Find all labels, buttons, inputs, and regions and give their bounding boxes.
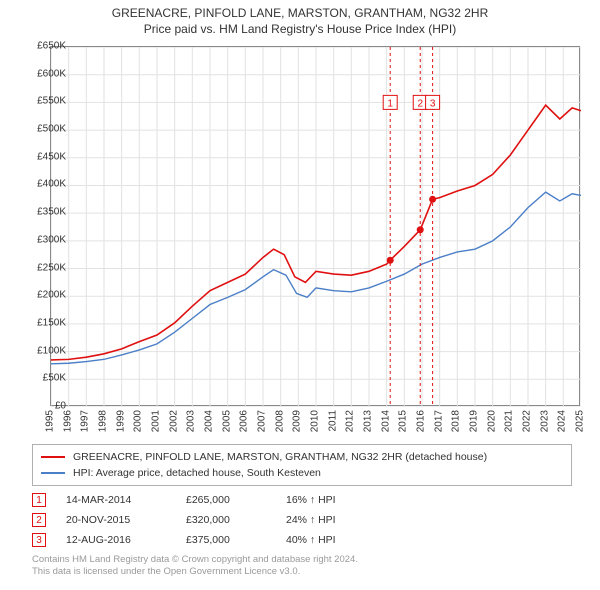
x-tick-label: 1996 [62,410,73,432]
x-tick-label: 2011 [327,410,338,432]
x-tick-label: 2009 [292,410,303,432]
legend-label-property: GREENACRE, PINFOLD LANE, MARSTON, GRANTH… [73,451,487,463]
transaction-date-1: 14-MAR-2014 [66,494,186,506]
transaction-row-1: 1 14-MAR-2014 £265,000 16% ↑ HPI [32,490,406,510]
x-tick-label: 2022 [522,410,533,432]
transactions-table: 1 14-MAR-2014 £265,000 16% ↑ HPI 2 20-NO… [32,490,406,550]
x-tick-label: 2001 [151,410,162,432]
x-tick-label: 2021 [504,410,515,432]
y-tick-label: £350K [20,207,66,218]
x-tick-label: 1998 [98,410,109,432]
svg-text:3: 3 [430,98,436,109]
chart-plot-area: 1 23 [50,46,580,406]
x-tick-label: 2018 [451,410,462,432]
y-tick-label: £600K [20,68,66,79]
transaction-date-3: 12-AUG-2016 [66,534,186,546]
chart-svg: 1 23 [51,47,581,407]
y-tick-label: £50K [20,373,66,384]
x-tick-label: 1997 [80,410,91,432]
footer-attribution: Contains HM Land Registry data © Crown c… [32,554,358,578]
x-tick-label: 2005 [221,410,232,432]
transaction-marker-3: 3 [32,533,46,547]
x-tick-label: 2025 [575,410,586,432]
x-tick-label: 2002 [168,410,179,432]
x-tick-label: 2014 [380,410,391,432]
title-line2: Price paid vs. HM Land Registry's House … [0,22,600,36]
transaction-pct-2: 24% ↑ HPI [286,514,406,526]
legend-swatch-property [41,456,65,458]
y-tick-label: £150K [20,317,66,328]
y-tick-label: £100K [20,345,66,356]
title-block: GREENACRE, PINFOLD LANE, MARSTON, GRANTH… [0,0,600,36]
x-tick-label: 1995 [45,410,56,432]
figure: GREENACRE, PINFOLD LANE, MARSTON, GRANTH… [0,0,600,590]
y-tick-label: £200K [20,290,66,301]
x-tick-label: 2007 [257,410,268,432]
transaction-row-3: 3 12-AUG-2016 £375,000 40% ↑ HPI [32,530,406,550]
x-tick-label: 2004 [204,410,215,432]
legend-row-property: GREENACRE, PINFOLD LANE, MARSTON, GRANTH… [41,449,563,465]
x-tick-label: 2024 [557,410,568,432]
legend: GREENACRE, PINFOLD LANE, MARSTON, GRANTH… [32,444,572,486]
y-tick-label: £650K [20,41,66,52]
y-tick-label: £500K [20,124,66,135]
y-tick-label: £250K [20,262,66,273]
legend-row-hpi: HPI: Average price, detached house, Sout… [41,465,563,481]
transaction-date-2: 20-NOV-2015 [66,514,186,526]
y-tick-label: £300K [20,234,66,245]
transaction-pct-1: 16% ↑ HPI [286,494,406,506]
y-tick-label: £450K [20,151,66,162]
transaction-price-2: £320,000 [186,514,286,526]
svg-text:2: 2 [417,98,423,109]
svg-text:1: 1 [387,98,393,109]
transaction-price-1: £265,000 [186,494,286,506]
legend-label-hpi: HPI: Average price, detached house, Sout… [73,467,321,479]
transaction-row-2: 2 20-NOV-2015 £320,000 24% ↑ HPI [32,510,406,530]
transaction-marker-2: 2 [32,513,46,527]
x-tick-label: 2008 [274,410,285,432]
y-tick-label: £0 [20,401,66,412]
x-tick-label: 2006 [239,410,250,432]
transaction-price-3: £375,000 [186,534,286,546]
x-tick-label: 2013 [363,410,374,432]
x-tick-label: 2010 [310,410,321,432]
y-tick-label: £550K [20,96,66,107]
legend-swatch-hpi [41,472,65,474]
x-tick-label: 2023 [539,410,550,432]
x-tick-label: 2003 [186,410,197,432]
x-tick-label: 2019 [469,410,480,432]
x-tick-label: 2020 [486,410,497,432]
footer-line1: Contains HM Land Registry data © Crown c… [32,554,358,566]
x-tick-label: 2000 [133,410,144,432]
y-tick-label: £400K [20,179,66,190]
x-tick-label: 2016 [416,410,427,432]
x-tick-label: 2012 [345,410,356,432]
x-tick-label: 1999 [115,410,126,432]
x-tick-label: 2015 [398,410,409,432]
transaction-pct-3: 40% ↑ HPI [286,534,406,546]
footer-line2: This data is licensed under the Open Gov… [32,566,358,578]
transaction-marker-1: 1 [32,493,46,507]
x-tick-label: 2017 [433,410,444,432]
title-line1: GREENACRE, PINFOLD LANE, MARSTON, GRANTH… [0,6,600,20]
